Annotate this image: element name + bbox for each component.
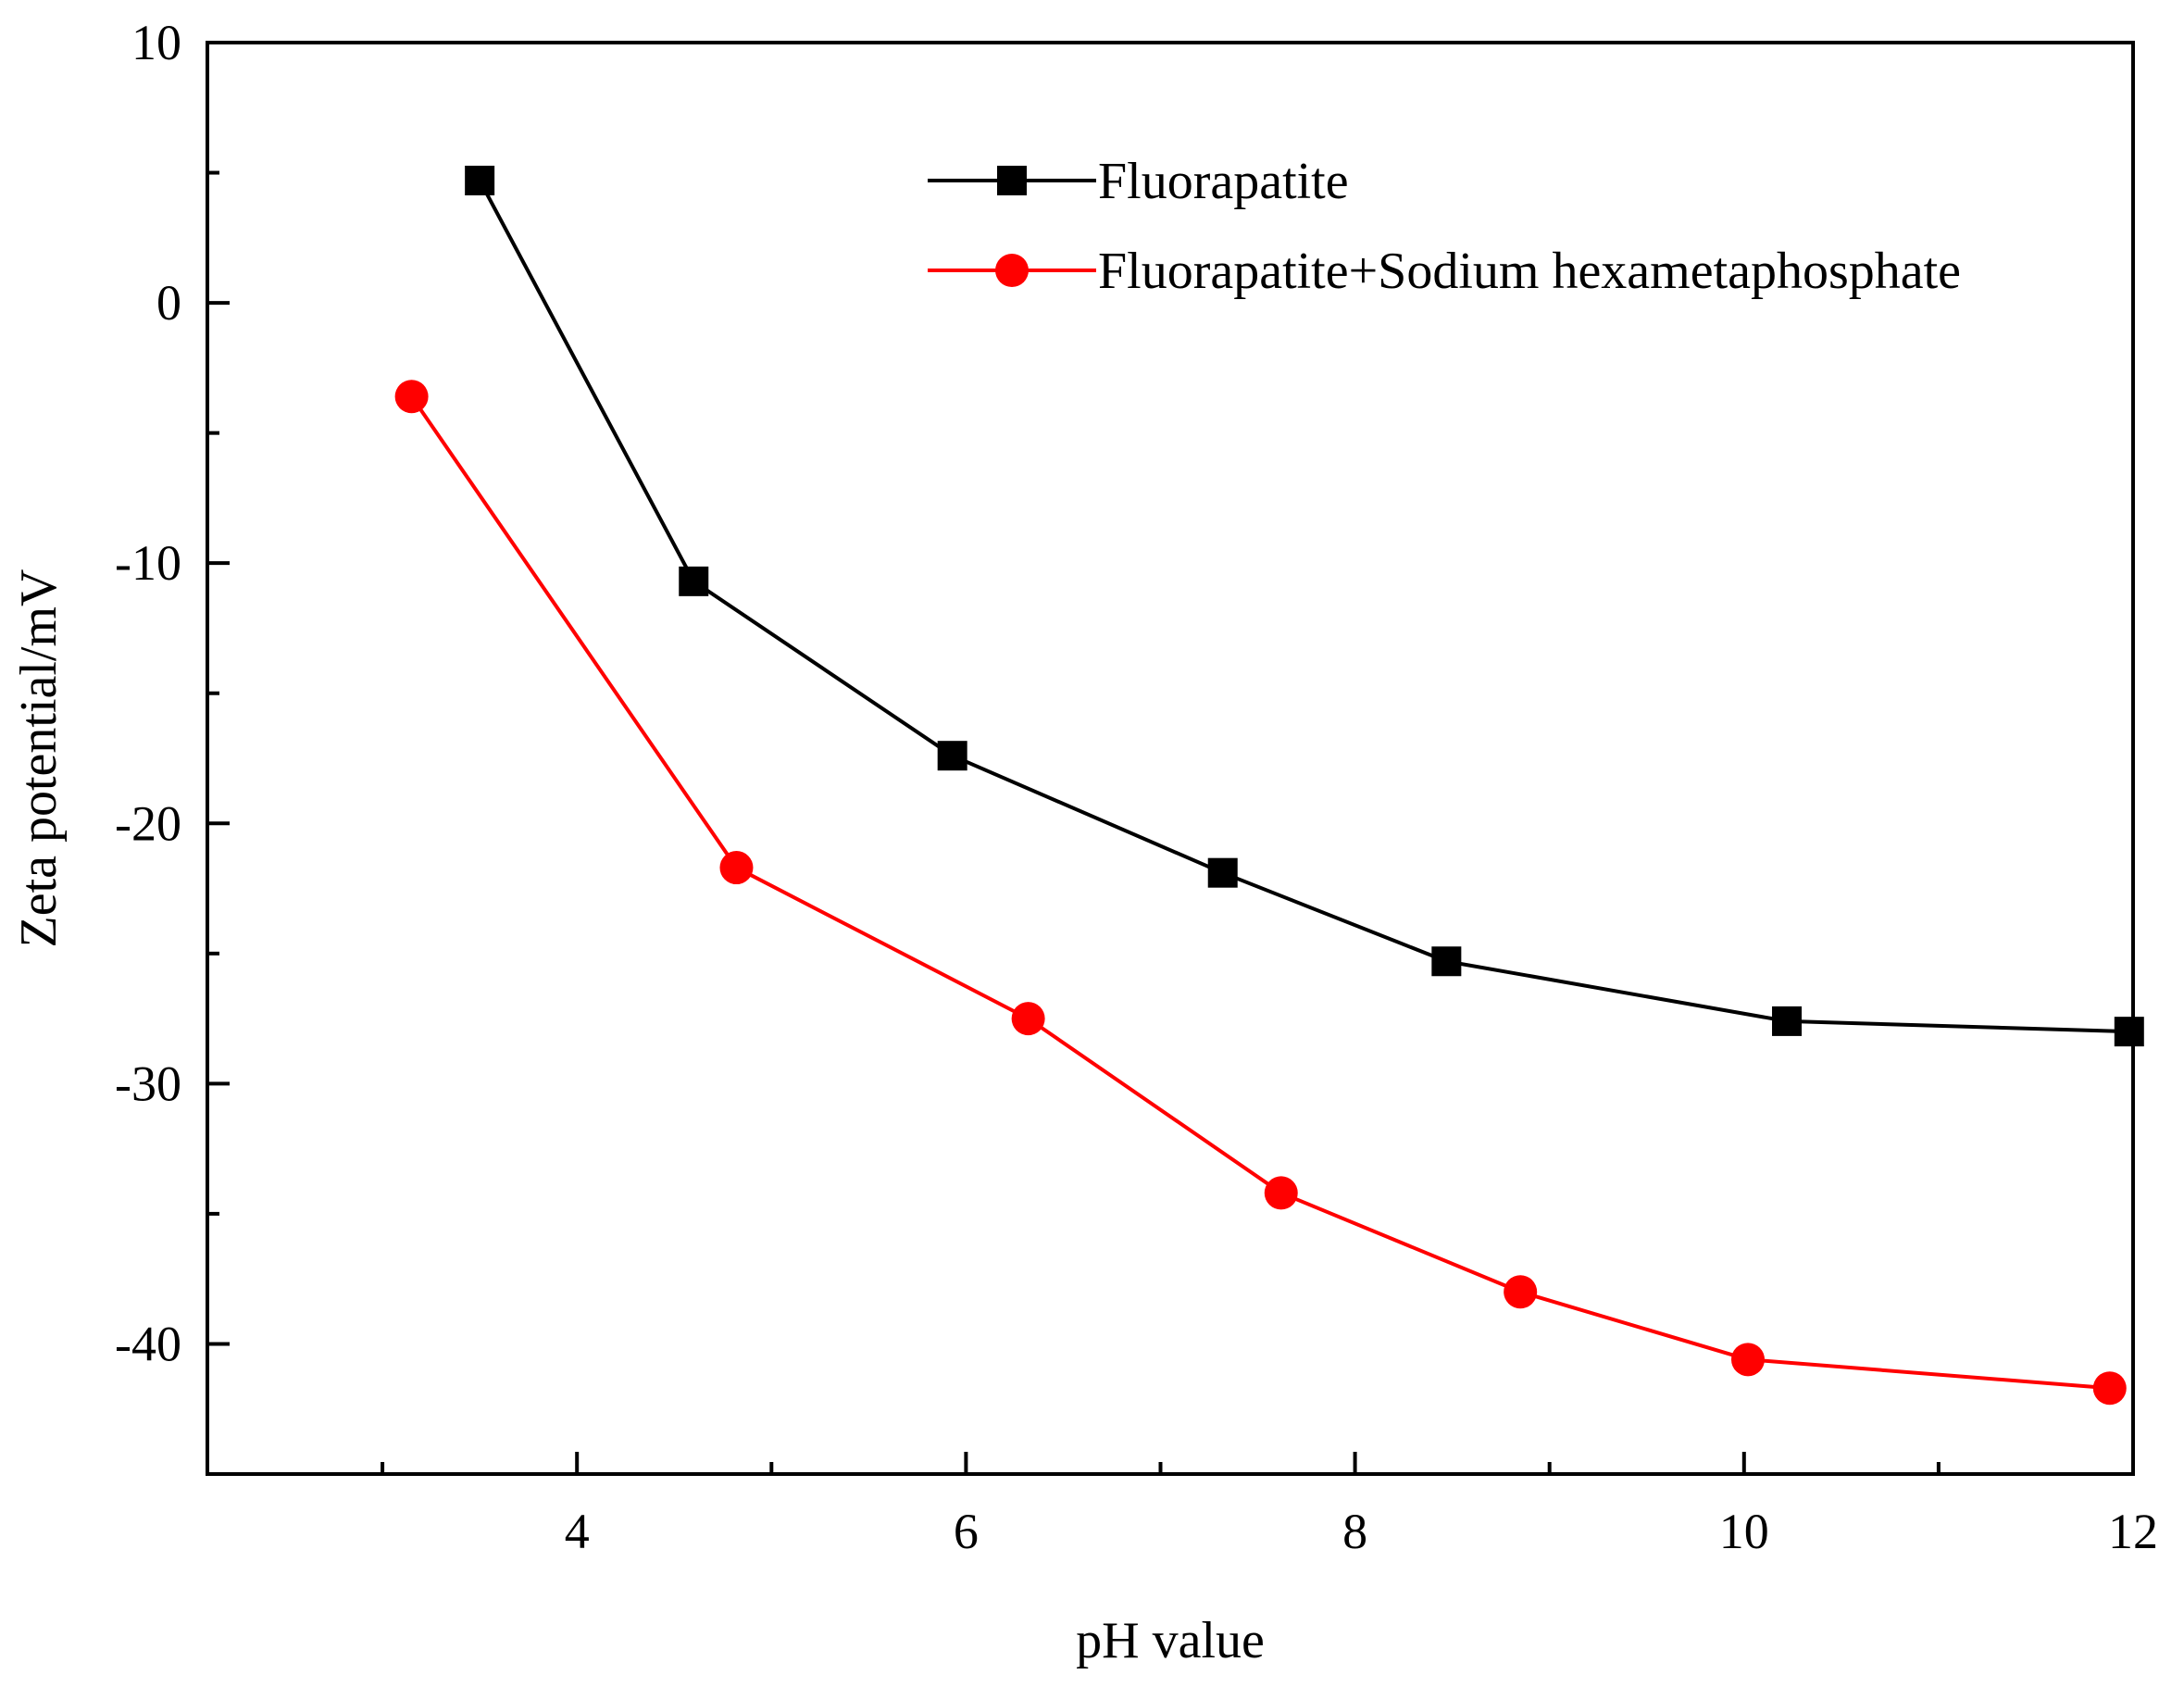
y-tick-label: 10 bbox=[131, 15, 181, 70]
data-point-circle bbox=[394, 380, 429, 414]
legend-marker-circle bbox=[995, 254, 1029, 287]
y-tick-label: -20 bbox=[115, 795, 181, 851]
axis-ticks bbox=[207, 41, 2135, 1474]
legend-label: Fluorapatite+Sodium hexametaphosphate bbox=[1098, 243, 1961, 300]
legend-label: Fluorapatite bbox=[1098, 153, 1349, 210]
plot-frame bbox=[206, 41, 2135, 1476]
data-point-square bbox=[1207, 857, 1238, 888]
data-point-square bbox=[465, 165, 495, 195]
x-axis-title: pH value bbox=[1076, 1612, 1265, 1669]
x-tick-label: 10 bbox=[1719, 1504, 1769, 1559]
data-point-circle bbox=[1504, 1275, 1538, 1309]
data-point-circle bbox=[1731, 1343, 1765, 1377]
data-point-circle bbox=[1264, 1176, 1298, 1210]
y-tick-label: -10 bbox=[115, 535, 181, 591]
series-line bbox=[409, 395, 2110, 1391]
y-tick-label: 0 bbox=[156, 275, 181, 331]
data-point-square bbox=[679, 566, 709, 596]
data-point-square bbox=[1431, 946, 1462, 977]
x-tick-label: 12 bbox=[2108, 1504, 2158, 1559]
data-point-square bbox=[1772, 1006, 1803, 1036]
series-line bbox=[478, 180, 2129, 1034]
y-tick-label: -30 bbox=[115, 1056, 181, 1111]
data-point-circle bbox=[719, 851, 754, 885]
x-tick-label: 8 bbox=[1342, 1504, 1367, 1559]
x-tick-label: 6 bbox=[954, 1504, 979, 1559]
legend-marker-square bbox=[997, 166, 1027, 195]
legend: Fluorapatite Fluorapatite+Sodium hexameta… bbox=[928, 153, 1961, 300]
tick-labels: 4 6 8 10 12 10 0 -10 -20 -30 -40 bbox=[115, 15, 2158, 1559]
data-point-square bbox=[937, 741, 967, 771]
data-point-circle bbox=[2092, 1371, 2127, 1406]
plot-lines bbox=[409, 180, 2129, 1391]
x-tick-label: 4 bbox=[565, 1504, 590, 1559]
data-point-circle bbox=[1011, 1002, 1045, 1036]
y-tick-label: -40 bbox=[115, 1316, 181, 1371]
plot-markers bbox=[394, 165, 2144, 1406]
data-point-square bbox=[2114, 1017, 2144, 1047]
y-axis-title: Zeta potential/mV bbox=[10, 569, 68, 948]
